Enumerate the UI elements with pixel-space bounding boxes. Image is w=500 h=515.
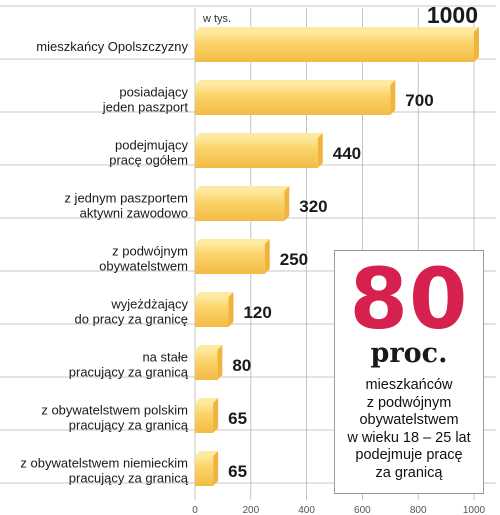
bar-end-cap xyxy=(217,345,223,380)
bar xyxy=(195,345,223,380)
bar-front-face xyxy=(195,456,214,486)
bar xyxy=(195,398,219,433)
bar xyxy=(195,80,396,115)
x-axis: 0 200 400 600 800 1000 xyxy=(192,505,485,515)
value-label: 1000 xyxy=(427,2,478,28)
category-label: z obywatelstwem niemieckim pracujący za g… xyxy=(20,456,188,486)
bar-top-face xyxy=(195,292,234,297)
bar-front-face xyxy=(195,403,214,433)
callout-number: 80 xyxy=(349,250,469,348)
category-label: podejmujący pracę ogółem xyxy=(109,138,188,168)
value-label: 700 xyxy=(405,91,433,110)
category-label: posiadający jeden paszport xyxy=(102,85,189,115)
bar xyxy=(195,186,290,221)
value-label: 250 xyxy=(280,250,308,269)
bar-front-face xyxy=(195,244,265,274)
value-label: 65 xyxy=(228,409,247,428)
callout-unit: proc. xyxy=(370,338,448,369)
bar-top-face xyxy=(195,239,270,244)
bar-front-face xyxy=(195,85,391,115)
bar-end-cap xyxy=(317,133,323,168)
bar xyxy=(195,27,479,62)
bar-top-face xyxy=(195,186,290,191)
x-tick-label: 800 xyxy=(410,505,427,515)
bar-front-face xyxy=(195,32,474,62)
value-label: 120 xyxy=(243,303,271,322)
value-label: 65 xyxy=(228,462,247,481)
bar-end-cap xyxy=(213,398,219,433)
category-labels: 1000 mieszkańcy Opolszczyzny 700 posiadając… xyxy=(20,2,478,486)
x-tick-label: 400 xyxy=(298,505,315,515)
bar xyxy=(195,133,323,168)
category-label: z jednym paszportem aktywni zawodowo xyxy=(64,191,188,221)
bar-end-cap xyxy=(264,239,270,274)
category-label: na stałe pracujący za granicą xyxy=(69,350,189,380)
x-tick-label: 200 xyxy=(242,505,259,515)
value-label: 80 xyxy=(232,356,251,375)
bar-front-face xyxy=(195,297,229,327)
bar-end-cap xyxy=(474,27,479,62)
callout-box: 80 proc. mieszkańców z podwójnym obywate… xyxy=(334,250,484,494)
bar xyxy=(195,292,234,327)
bar-end-cap xyxy=(390,80,396,115)
x-tick-label: 1000 xyxy=(463,505,486,515)
bar-top-face xyxy=(195,451,219,456)
x-tick-label: 0 xyxy=(192,505,198,515)
bar-top-face xyxy=(195,398,219,403)
bar-front-face xyxy=(195,138,318,168)
bar-front-face xyxy=(195,350,218,380)
bar-top-face xyxy=(195,133,323,138)
value-label: 320 xyxy=(299,197,327,216)
bar-end-cap xyxy=(284,186,290,221)
x-tick-label: 600 xyxy=(354,505,371,515)
bar xyxy=(195,239,270,274)
bar-end-cap xyxy=(228,292,234,327)
unit-label: w tys. xyxy=(202,13,231,25)
bars xyxy=(195,27,479,486)
category-label: mieszkańcy Opolszczyzny xyxy=(36,39,188,54)
category-label: z obywatelstwem polskim pracujący za gran… xyxy=(41,403,188,433)
category-label: wyjeżdżający do pracy za granicę xyxy=(75,297,189,327)
bar-end-cap xyxy=(213,451,219,486)
bar-top-face xyxy=(195,80,396,85)
callout-description: mieszkańców z podwójnym obywatelstwem w … xyxy=(347,377,471,481)
value-label: 440 xyxy=(333,144,361,163)
bar-top-face xyxy=(195,345,223,350)
bar xyxy=(195,451,219,486)
category-label: z podwójnym obywatelstwem xyxy=(99,244,188,274)
bar-front-face xyxy=(195,191,285,221)
bar-top-face xyxy=(195,27,479,32)
